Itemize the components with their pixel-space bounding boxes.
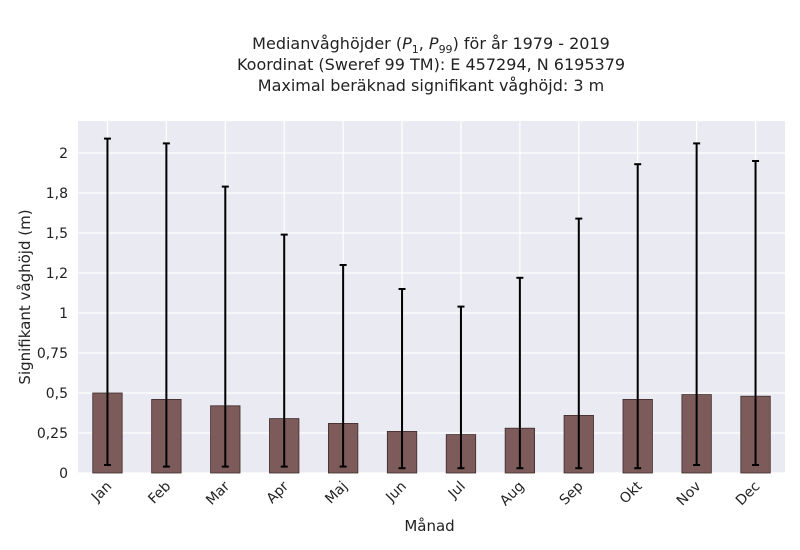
x-tick-label: Maj: [322, 479, 351, 508]
error-bars: [103, 137, 760, 470]
errorbar-feb: [162, 142, 170, 468]
errorbar-maj: [339, 264, 347, 468]
y-tick-label: 1: [59, 306, 68, 322]
x-tick-label: Jun: [382, 479, 409, 506]
x-tick-label: Aug: [497, 479, 528, 510]
errorbar-jun: [398, 288, 406, 470]
y-tick-label: 0,5: [46, 386, 68, 402]
x-tick-label: Mar: [203, 478, 233, 508]
x-tick-label: Jul: [445, 479, 469, 503]
errorbar-jul: [457, 305, 465, 470]
y-tick-label: 0,75: [37, 346, 68, 362]
y-axis-label: Signifikant våghöjd (m): [16, 209, 34, 384]
x-tick-label: Dec: [733, 479, 763, 509]
x-tick-label: Jan: [88, 479, 115, 506]
x-tick-label: Sep: [557, 478, 587, 508]
x-tick-labels: Jan Feb Mar Apr Maj Jun Jul Aug Sep Okt Nov Dec: [88, 478, 763, 509]
errorbar-sep: [575, 217, 583, 470]
x-tick-label: Nov: [674, 479, 705, 510]
errorbar-okt: [634, 163, 642, 470]
x-tick-label: Feb: [145, 478, 174, 507]
title-line-2: Koordinat (Sweref 99 TM): E 457294, N 61…: [236, 55, 626, 74]
errorbar-dec: [752, 160, 760, 466]
plot-area: [78, 121, 785, 473]
x-tick-label: Apr: [264, 478, 293, 507]
y-tick-label: 0: [59, 466, 68, 482]
errorbar-aug: [516, 276, 524, 470]
errorbar-mar: [221, 185, 229, 468]
y-tick-label: 1,5: [46, 226, 68, 242]
x-axis-label: Månad: [404, 517, 454, 535]
errorbar-jan: [103, 137, 111, 466]
errorbar-apr: [280, 233, 288, 468]
y-tick-label: 1,2: [46, 266, 68, 282]
y-tick-labels: 0 0,25 0,5 0,75 1 1,2 1,5 1,8 2: [37, 146, 68, 482]
y-tick-label: 0,25: [37, 426, 68, 442]
errorbar-nov: [693, 142, 701, 466]
y-tick-label: 1,8: [46, 186, 68, 202]
chart-title: Medianvåghöjder (P1, P99) för år 1979 - …: [0, 33, 800, 96]
y-tick-label: 2: [59, 146, 68, 162]
x-tick-label: Okt: [617, 478, 646, 507]
title-line-3: Maximal beräknad signifikant våghöjd: 3 …: [257, 76, 605, 95]
title-line-1: Medianvåghöjder (P1, P99) för år 1979 - …: [252, 34, 610, 57]
